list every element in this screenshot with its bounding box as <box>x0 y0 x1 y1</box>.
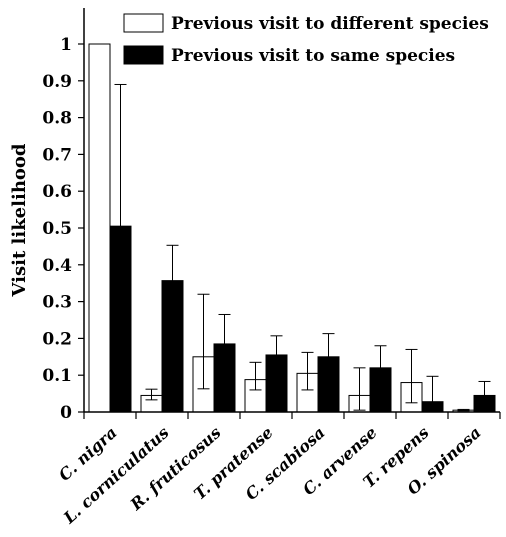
bar <box>369 367 392 413</box>
y-tick-label: 0.9 <box>42 72 72 92</box>
y-tick-label: 0.1 <box>42 366 72 386</box>
y-axis-title: Visit likelihood <box>9 143 30 297</box>
y-tick-label: 0.7 <box>42 145 72 165</box>
bars <box>88 43 496 413</box>
error-bars <box>93 43 491 412</box>
legend-label: Previous visit to same species <box>171 46 455 66</box>
legend: Previous visit to different species Previ… <box>123 13 489 66</box>
y-tick-label: 0.3 <box>42 293 72 313</box>
y-tick-label: 0.6 <box>42 182 72 202</box>
x-tick-label: R. fruticosus <box>126 423 225 515</box>
bar <box>473 394 496 413</box>
y-tick-label: 0.8 <box>42 109 72 129</box>
y-tick-label: 0.4 <box>42 256 72 276</box>
legend-swatch <box>123 45 164 65</box>
bar <box>161 280 184 413</box>
legend-swatch <box>123 13 164 33</box>
y-tick-label: 0.2 <box>42 329 72 349</box>
bar <box>213 343 236 413</box>
bar <box>109 225 132 413</box>
bar <box>317 356 340 413</box>
y-tick-label: 0 <box>60 403 72 423</box>
legend-label: Previous visit to different species <box>171 14 489 34</box>
y-tick-label: 1 <box>60 35 72 55</box>
bar <box>421 401 444 413</box>
axes <box>78 8 501 419</box>
bar <box>265 354 288 413</box>
y-tick-label: 0.5 <box>42 219 72 239</box>
bar <box>88 43 111 413</box>
